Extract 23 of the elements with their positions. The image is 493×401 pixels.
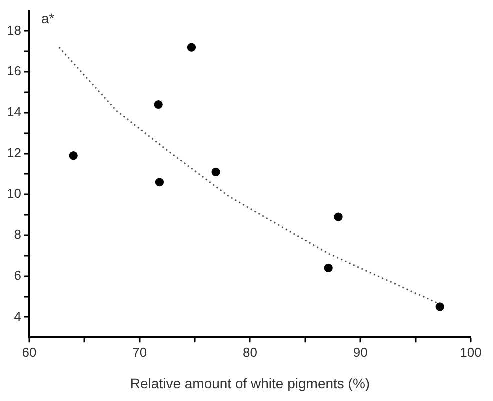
- point: [212, 168, 220, 176]
- y-tick-label: 14: [6, 104, 22, 120]
- x-tick-label: 80: [242, 344, 258, 360]
- point: [155, 178, 164, 187]
- point: [436, 302, 444, 312]
- point: [187, 43, 196, 52]
- x-tick-label: 90: [353, 344, 368, 360]
- y-axis-title: a*: [41, 10, 56, 27]
- x-tick-label: 100: [460, 344, 482, 360]
- point: [324, 264, 333, 272]
- y-tick-label: 6: [14, 268, 22, 283]
- point: [69, 152, 78, 160]
- point: [334, 212, 343, 222]
- y-tick-label: 8: [14, 227, 22, 242]
- x-tick-label: 70: [132, 344, 148, 360]
- y-tick-label: 4: [14, 308, 22, 324]
- point: [154, 100, 163, 110]
- y-tick-label: 10: [6, 186, 22, 202]
- y-tick-label: 16: [6, 64, 22, 79]
- y-tick-label: 12: [6, 145, 22, 160]
- x-tick-label: 60: [22, 344, 37, 360]
- x-axis-title: Relative amount of white pigments (%): [130, 375, 370, 392]
- y-tick-label: 18: [6, 22, 22, 38]
